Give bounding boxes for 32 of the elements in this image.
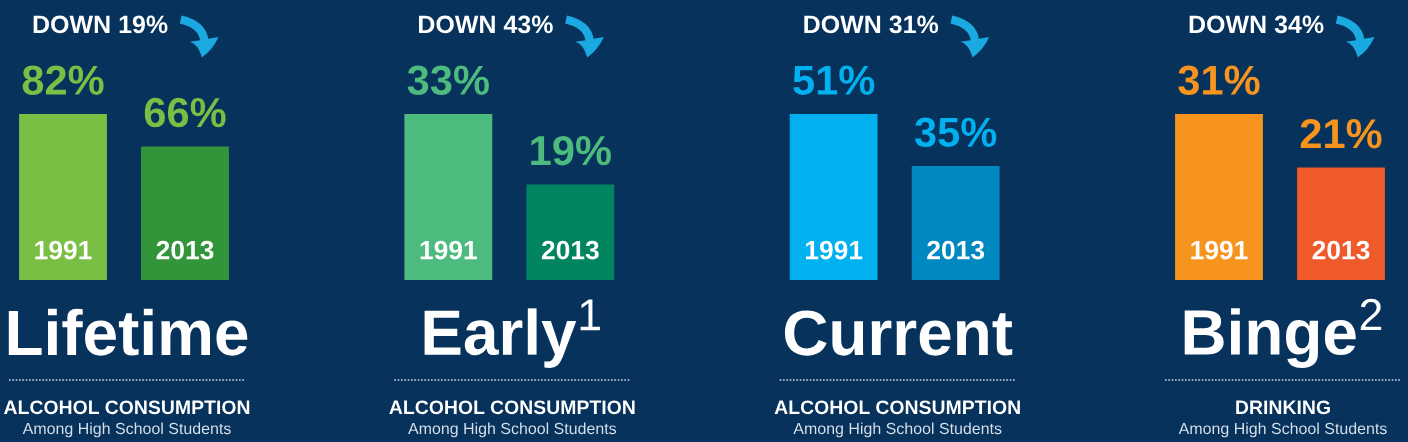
x-tick-label: 1991 [805, 240, 863, 260]
data-label: 35% [914, 117, 997, 148]
data-label: 82% [22, 65, 104, 95]
x-tick-label: 1991 [35, 240, 92, 260]
text: Current [784, 310, 1013, 356]
text: Early$^{1}$ [424, 299, 600, 368]
text: Binge$^{2}$ [1184, 298, 1382, 368]
text: DOWN 19% [33, 15, 168, 34]
text: Among High School Students [793, 422, 1002, 438]
text: ALCOHOL CONSUMPTION [774, 400, 1020, 415]
text: DOWN 34% [1189, 15, 1324, 34]
x-tick-label: 1991 [420, 240, 477, 260]
text: Among High School Students [22, 422, 231, 438]
text: DOWN 31% [804, 15, 939, 34]
text: Among High School Students [1178, 422, 1387, 438]
text: Among High School Students [408, 422, 617, 438]
x-tick-label: 2013 [156, 240, 214, 260]
data-label: 21% [1300, 119, 1382, 149]
data-label: 31% [1178, 65, 1260, 96]
data-label: 19% [531, 135, 611, 166]
text: DRINKING [1236, 400, 1330, 415]
x-tick-label: 2013 [927, 240, 985, 260]
data-label: 51% [793, 65, 875, 95]
x-tick-label: 2013 [541, 240, 599, 260]
x-tick-label: 2013 [1312, 240, 1370, 260]
text: DOWN 43% [419, 15, 553, 34]
text: ALCOHOL CONSUMPTION [389, 400, 635, 415]
text: Lifetime [8, 308, 248, 356]
data-label: 33% [407, 65, 489, 96]
data-label: 66% [144, 97, 226, 128]
x-tick-label: 1991 [1191, 240, 1248, 260]
text: ALCOHOL CONSUMPTION [3, 400, 250, 415]
